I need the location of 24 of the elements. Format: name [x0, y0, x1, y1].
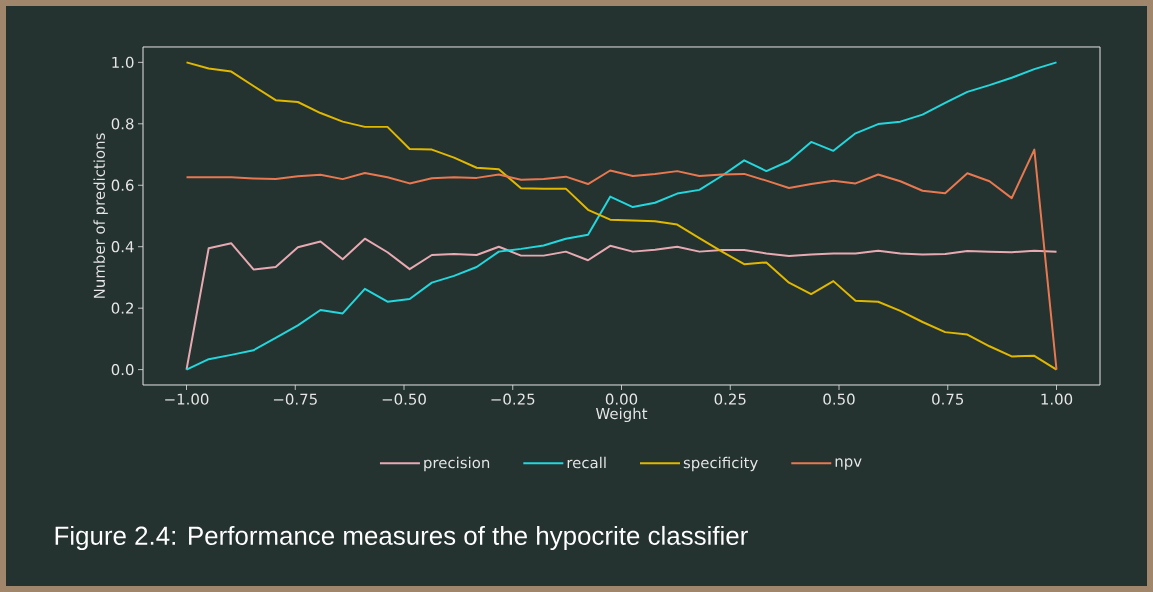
y-tick-label: 0.4	[111, 241, 134, 253]
x-tick-label: 0.75	[932, 393, 964, 405]
x-tick-label: 0.00	[605, 393, 638, 405]
x-tick-label: 1.00	[1041, 393, 1073, 405]
legend-label: npv	[835, 458, 862, 470]
legend-label: precision	[424, 456, 490, 472]
x-tick-label: −1.00	[165, 393, 209, 405]
legend-label: recall	[567, 456, 606, 469]
y-tick-label: 0.6	[111, 179, 134, 191]
x-tick-label: 0.50	[823, 393, 855, 405]
y-tick-label: 0.8	[111, 118, 134, 130]
x-tick-label: −0.75	[273, 393, 317, 405]
x-axis-title: Weight	[595, 407, 648, 423]
x-tick-label: −0.25	[491, 393, 535, 405]
y-tick-label: 0.0	[111, 363, 134, 376]
y-axis-title: Number of predictions	[93, 133, 108, 298]
line-series	[185, 237, 1058, 371]
x-tick-label: 0.25	[714, 393, 746, 405]
y-tick-label: 0.2	[111, 302, 133, 314]
line-series	[185, 61, 1058, 371]
y-tick-label: 1.0	[112, 56, 134, 69]
caption: Figure 2.4: Performance measures of the hypocrite classifier	[55, 525, 748, 551]
legend-label: specificity	[683, 456, 758, 472]
x-tick-label: −0.50	[382, 393, 426, 405]
